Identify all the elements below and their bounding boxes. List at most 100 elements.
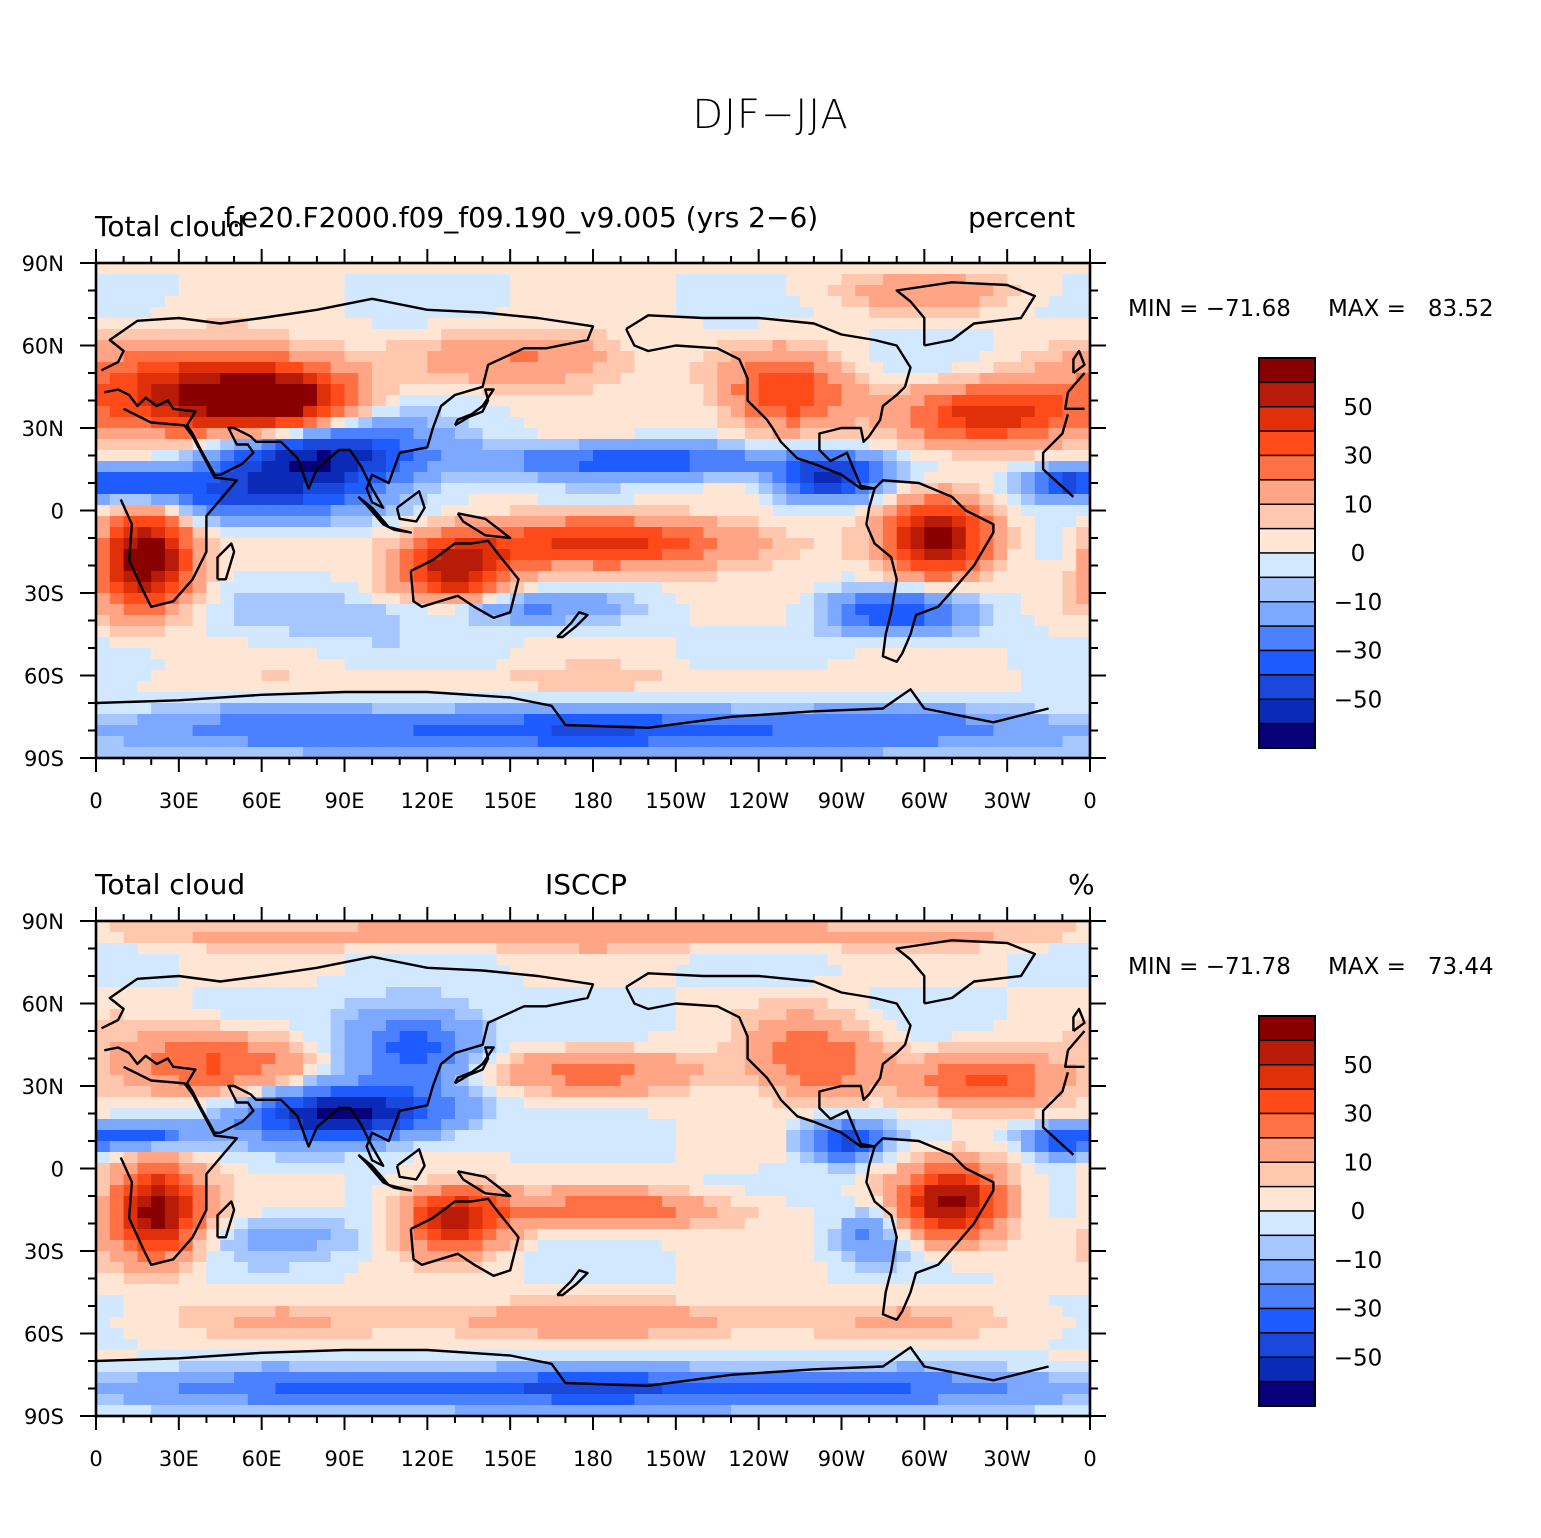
field-cell (1062, 1108, 1077, 1120)
field-cell (593, 681, 608, 693)
field-cell (482, 954, 497, 966)
field-cell (579, 1141, 594, 1153)
field-cell (648, 670, 663, 682)
field-cell (924, 626, 939, 638)
field-cell (924, 549, 939, 561)
field-cell (1076, 527, 1091, 539)
field-cell (427, 505, 442, 517)
field-cell (468, 318, 484, 330)
field-cell (662, 692, 677, 704)
field-cell (924, 307, 939, 319)
field-cell (482, 921, 497, 933)
field-cell (841, 659, 856, 671)
field-cell (482, 998, 497, 1010)
field-cell (261, 494, 277, 506)
field-cell (841, 582, 856, 594)
field-cell (109, 954, 125, 966)
field-cell (593, 582, 608, 594)
field-cell (924, 450, 939, 462)
field-cell (192, 285, 208, 297)
field-cell (496, 1020, 511, 1032)
field-cell (938, 626, 953, 638)
field-cell (372, 417, 387, 429)
field-cell (496, 604, 511, 616)
field-cell (123, 604, 139, 616)
field-cell (813, 285, 829, 297)
field-cell (275, 747, 290, 759)
field-cell (662, 395, 677, 407)
field-cell (178, 593, 194, 605)
field-cell (372, 998, 387, 1010)
field-cell (800, 714, 815, 726)
field-cell (1076, 494, 1091, 506)
field-cell (206, 1031, 221, 1043)
field-cell (675, 1009, 691, 1021)
field-cell (841, 1130, 856, 1142)
field-cell (385, 417, 401, 429)
field-cell (413, 439, 428, 451)
field-cell (192, 373, 208, 385)
field-cell (662, 1097, 677, 1109)
field-cell (482, 1053, 497, 1065)
field-cell (537, 1031, 553, 1043)
field-cell (316, 615, 332, 627)
field-cell (827, 1141, 843, 1153)
field-cell (316, 998, 332, 1010)
field-cell (123, 747, 139, 759)
field-cell (855, 1119, 870, 1131)
field-cell (758, 1086, 774, 1098)
field-cell (813, 538, 829, 550)
field-cell (855, 943, 870, 955)
field-cell (372, 1108, 387, 1120)
field-cell (165, 1108, 180, 1120)
field-cell (689, 505, 705, 517)
field-cell (565, 921, 580, 933)
field-cell (689, 1119, 705, 1131)
field-cell (772, 681, 787, 693)
field-cell (344, 516, 359, 528)
field-cell (1034, 274, 1050, 286)
field-cell (261, 549, 277, 561)
field-cell (385, 1053, 401, 1065)
field-cell (427, 987, 442, 999)
field-cell (827, 395, 843, 407)
field-cell (896, 505, 912, 517)
field-cell (192, 318, 208, 330)
field-cell (593, 659, 608, 671)
field-cell (261, 747, 277, 759)
field-cell (869, 1108, 884, 1120)
field-cell (275, 461, 290, 473)
field-cell (454, 318, 470, 330)
field-cell (247, 1064, 263, 1076)
field-cell (1048, 571, 1063, 583)
field-cell (96, 670, 111, 682)
field-cell (358, 538, 373, 550)
field-cell (165, 681, 180, 693)
field-cell (813, 932, 829, 944)
field-cell (813, 351, 829, 363)
field-cell (261, 604, 277, 616)
field-cell (772, 549, 787, 561)
field-cell (261, 1042, 277, 1054)
field-cell (758, 1009, 774, 1021)
field-cell (399, 560, 415, 572)
field-cell (510, 549, 525, 561)
field-cell (606, 637, 622, 649)
field-cell (247, 340, 263, 352)
field-cell (385, 1009, 401, 1021)
field-cell (537, 1152, 553, 1164)
field-cell (1062, 1086, 1077, 1098)
field-cell (151, 560, 166, 572)
field-cell (662, 1119, 677, 1131)
field-cell (1048, 1108, 1063, 1120)
field-cell (220, 1097, 235, 1109)
field-cell (979, 692, 994, 704)
field-cell (924, 659, 939, 671)
field-cell (593, 428, 608, 440)
field-cell (579, 615, 594, 627)
field-cell (896, 450, 912, 462)
field-cell (717, 417, 732, 429)
field-cell (896, 406, 912, 418)
field-cell (289, 329, 304, 341)
field-cell (192, 516, 208, 528)
